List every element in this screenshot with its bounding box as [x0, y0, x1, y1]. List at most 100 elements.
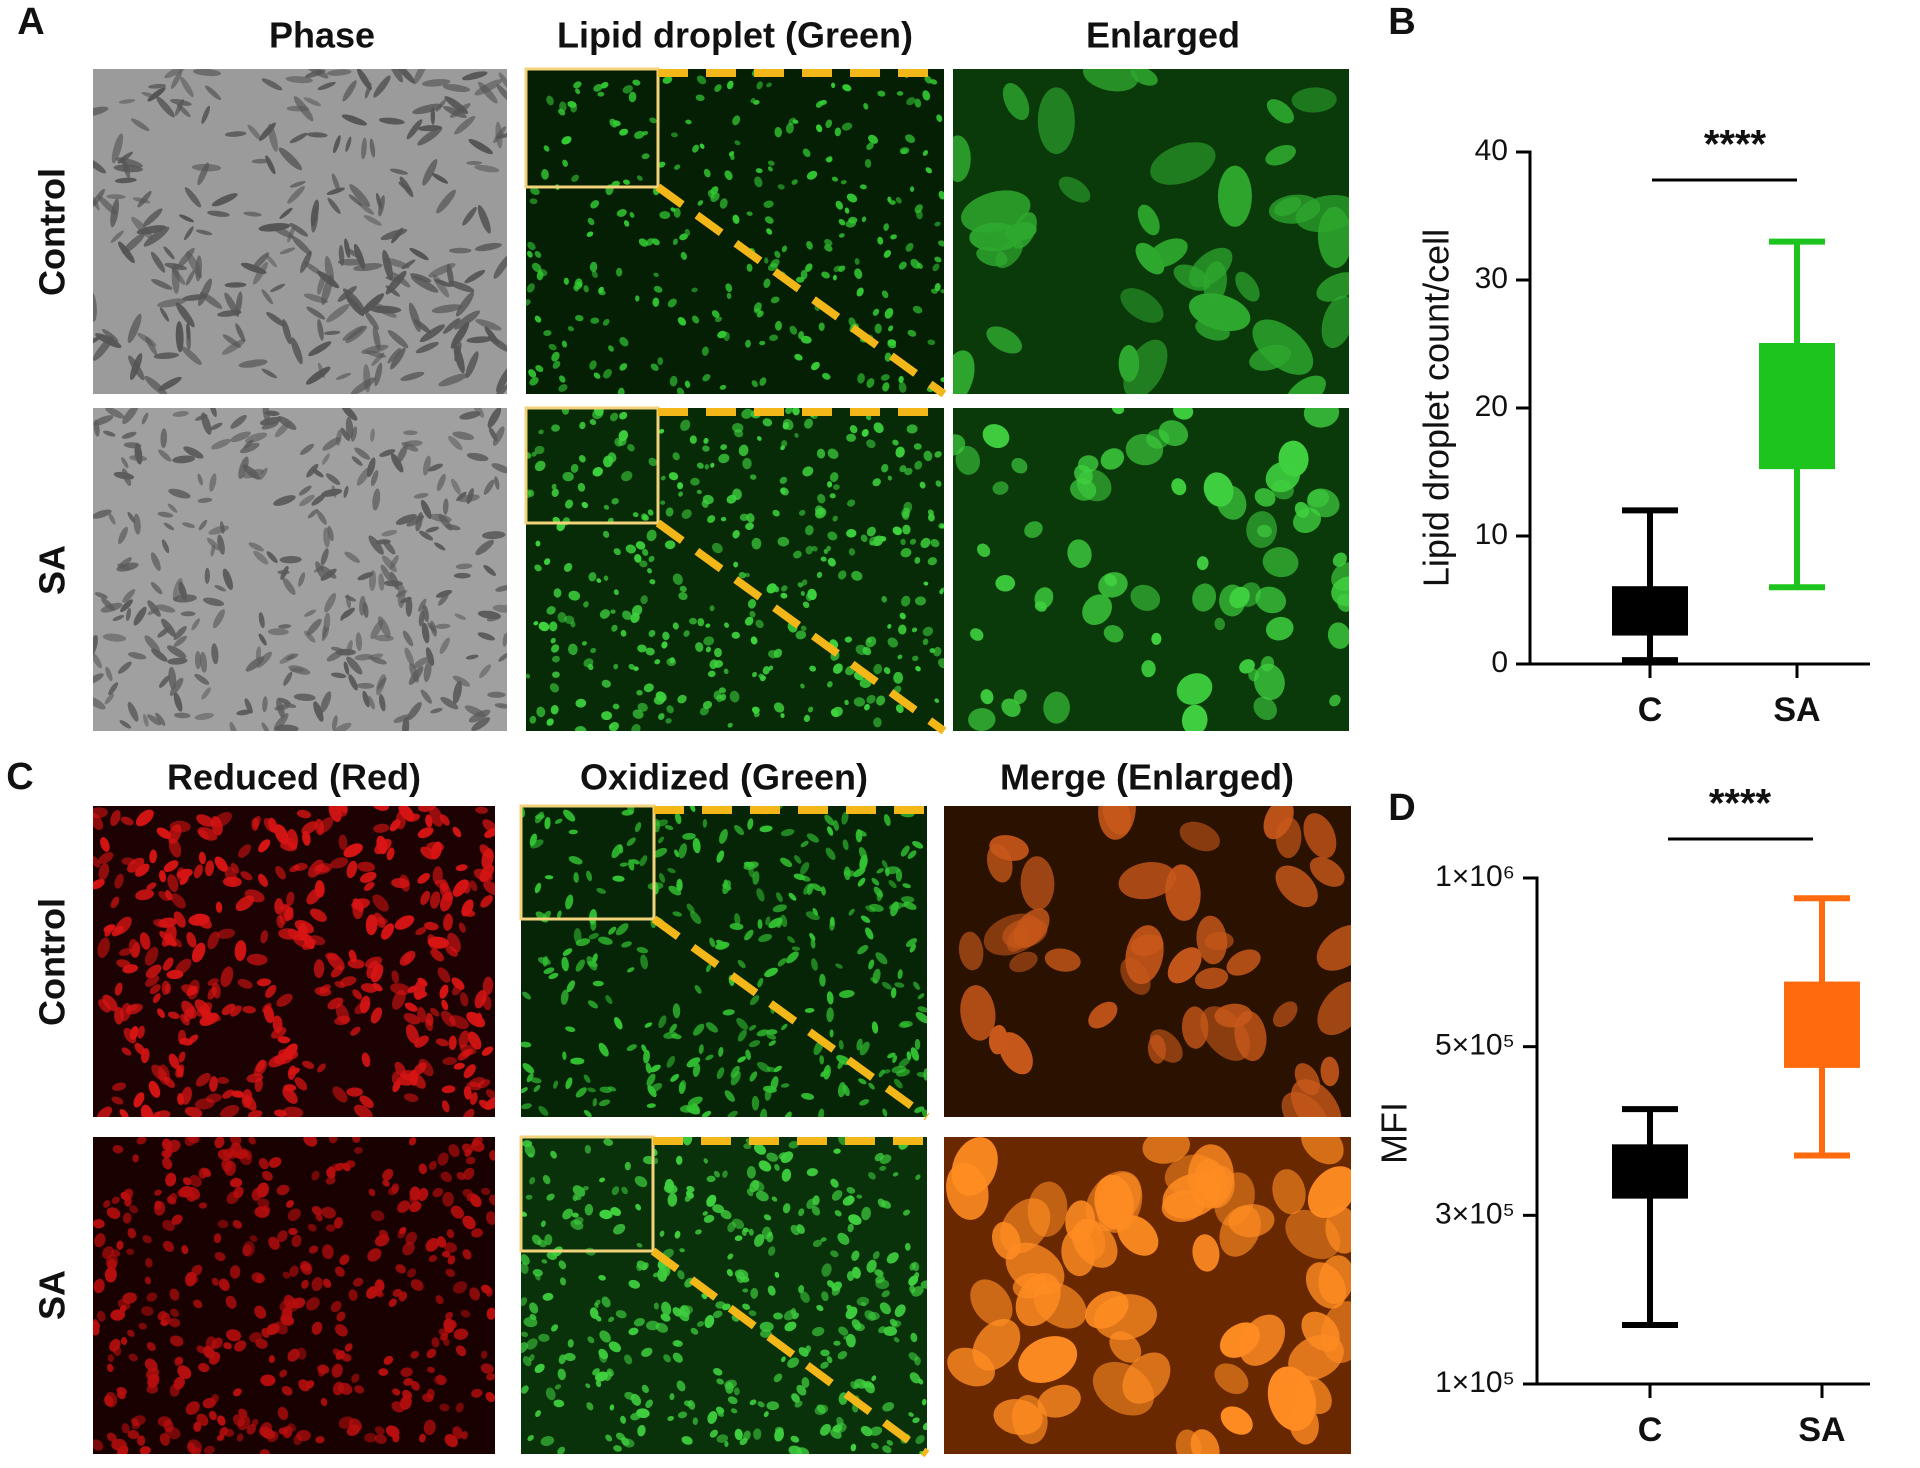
cell — [669, 1023, 677, 1033]
cell — [144, 1276, 152, 1285]
cell — [898, 382, 907, 393]
cell — [890, 987, 897, 999]
cell — [1147, 238, 1188, 268]
cell — [550, 637, 556, 644]
cell — [776, 892, 783, 903]
cell — [361, 344, 389, 355]
cell — [676, 878, 683, 892]
cell — [677, 482, 684, 490]
cell — [619, 337, 629, 347]
cell — [442, 1056, 457, 1066]
cell — [1327, 622, 1349, 649]
cell — [716, 1434, 729, 1443]
cell — [742, 457, 752, 470]
cell — [613, 663, 619, 670]
cell — [254, 1305, 267, 1319]
cell — [162, 957, 174, 971]
cell — [1020, 856, 1055, 911]
cell — [618, 844, 624, 854]
cell — [889, 1318, 898, 1327]
cell — [1067, 539, 1092, 568]
cell — [465, 654, 479, 660]
cell — [529, 833, 538, 847]
cell — [565, 499, 574, 509]
cell — [736, 1017, 748, 1030]
cell — [114, 873, 124, 889]
cell — [655, 691, 667, 702]
cell — [394, 1061, 407, 1078]
cell — [860, 1425, 873, 1437]
cell — [706, 1194, 717, 1207]
cell — [93, 157, 106, 174]
cell — [717, 1411, 724, 1417]
cell — [1142, 1137, 1191, 1164]
cell — [97, 195, 117, 215]
cell — [422, 158, 438, 186]
cell — [705, 1054, 714, 1061]
cell — [915, 1435, 925, 1445]
cell — [93, 856, 101, 868]
cell — [534, 315, 542, 323]
cell — [525, 1194, 533, 1200]
cell — [526, 489, 532, 498]
cell — [781, 245, 788, 253]
cell — [673, 1340, 683, 1347]
cell — [468, 1031, 482, 1050]
cell — [166, 645, 187, 659]
cell — [749, 610, 756, 618]
cell — [378, 195, 385, 217]
cell — [465, 1156, 476, 1165]
cell — [780, 828, 795, 837]
cell — [489, 1150, 495, 1161]
cell — [590, 647, 597, 654]
cell — [756, 1029, 769, 1037]
cell — [837, 1059, 844, 1070]
cell — [977, 543, 991, 558]
cell — [676, 1380, 686, 1392]
cell — [738, 572, 747, 579]
cell — [332, 1086, 348, 1103]
cell — [939, 589, 944, 595]
cell — [337, 1382, 353, 1395]
cell — [645, 1399, 653, 1409]
cell — [155, 604, 176, 613]
cell — [976, 246, 1008, 267]
cell — [118, 661, 132, 674]
cell — [826, 1007, 834, 1023]
cell — [172, 578, 183, 601]
cell — [484, 326, 500, 345]
cell — [935, 480, 942, 487]
cell — [572, 1194, 578, 1202]
column-heading: Reduced (Red) — [167, 757, 421, 798]
cell — [343, 485, 349, 498]
cell — [815, 507, 827, 519]
cell — [393, 714, 411, 723]
cell — [276, 1184, 290, 1196]
cell — [709, 1429, 718, 1438]
cell — [455, 864, 468, 872]
cell — [378, 1229, 389, 1238]
cell — [129, 1205, 139, 1214]
cell — [128, 355, 145, 381]
cell — [345, 417, 354, 439]
cell — [747, 818, 754, 830]
cell — [234, 940, 247, 962]
cell — [810, 939, 816, 949]
cell — [1083, 69, 1139, 92]
cell — [308, 341, 332, 357]
cell — [160, 1312, 171, 1326]
cell — [337, 258, 365, 266]
cell — [695, 94, 705, 102]
cell — [859, 1041, 870, 1056]
cell — [719, 829, 728, 844]
cell — [1239, 659, 1255, 674]
cell — [693, 1023, 705, 1036]
cell — [694, 984, 702, 994]
cell — [150, 552, 161, 571]
cell — [618, 430, 629, 442]
cell — [331, 715, 338, 731]
cell — [150, 582, 163, 595]
cell — [546, 1251, 558, 1260]
cell — [819, 1423, 831, 1436]
cell — [344, 1343, 353, 1352]
